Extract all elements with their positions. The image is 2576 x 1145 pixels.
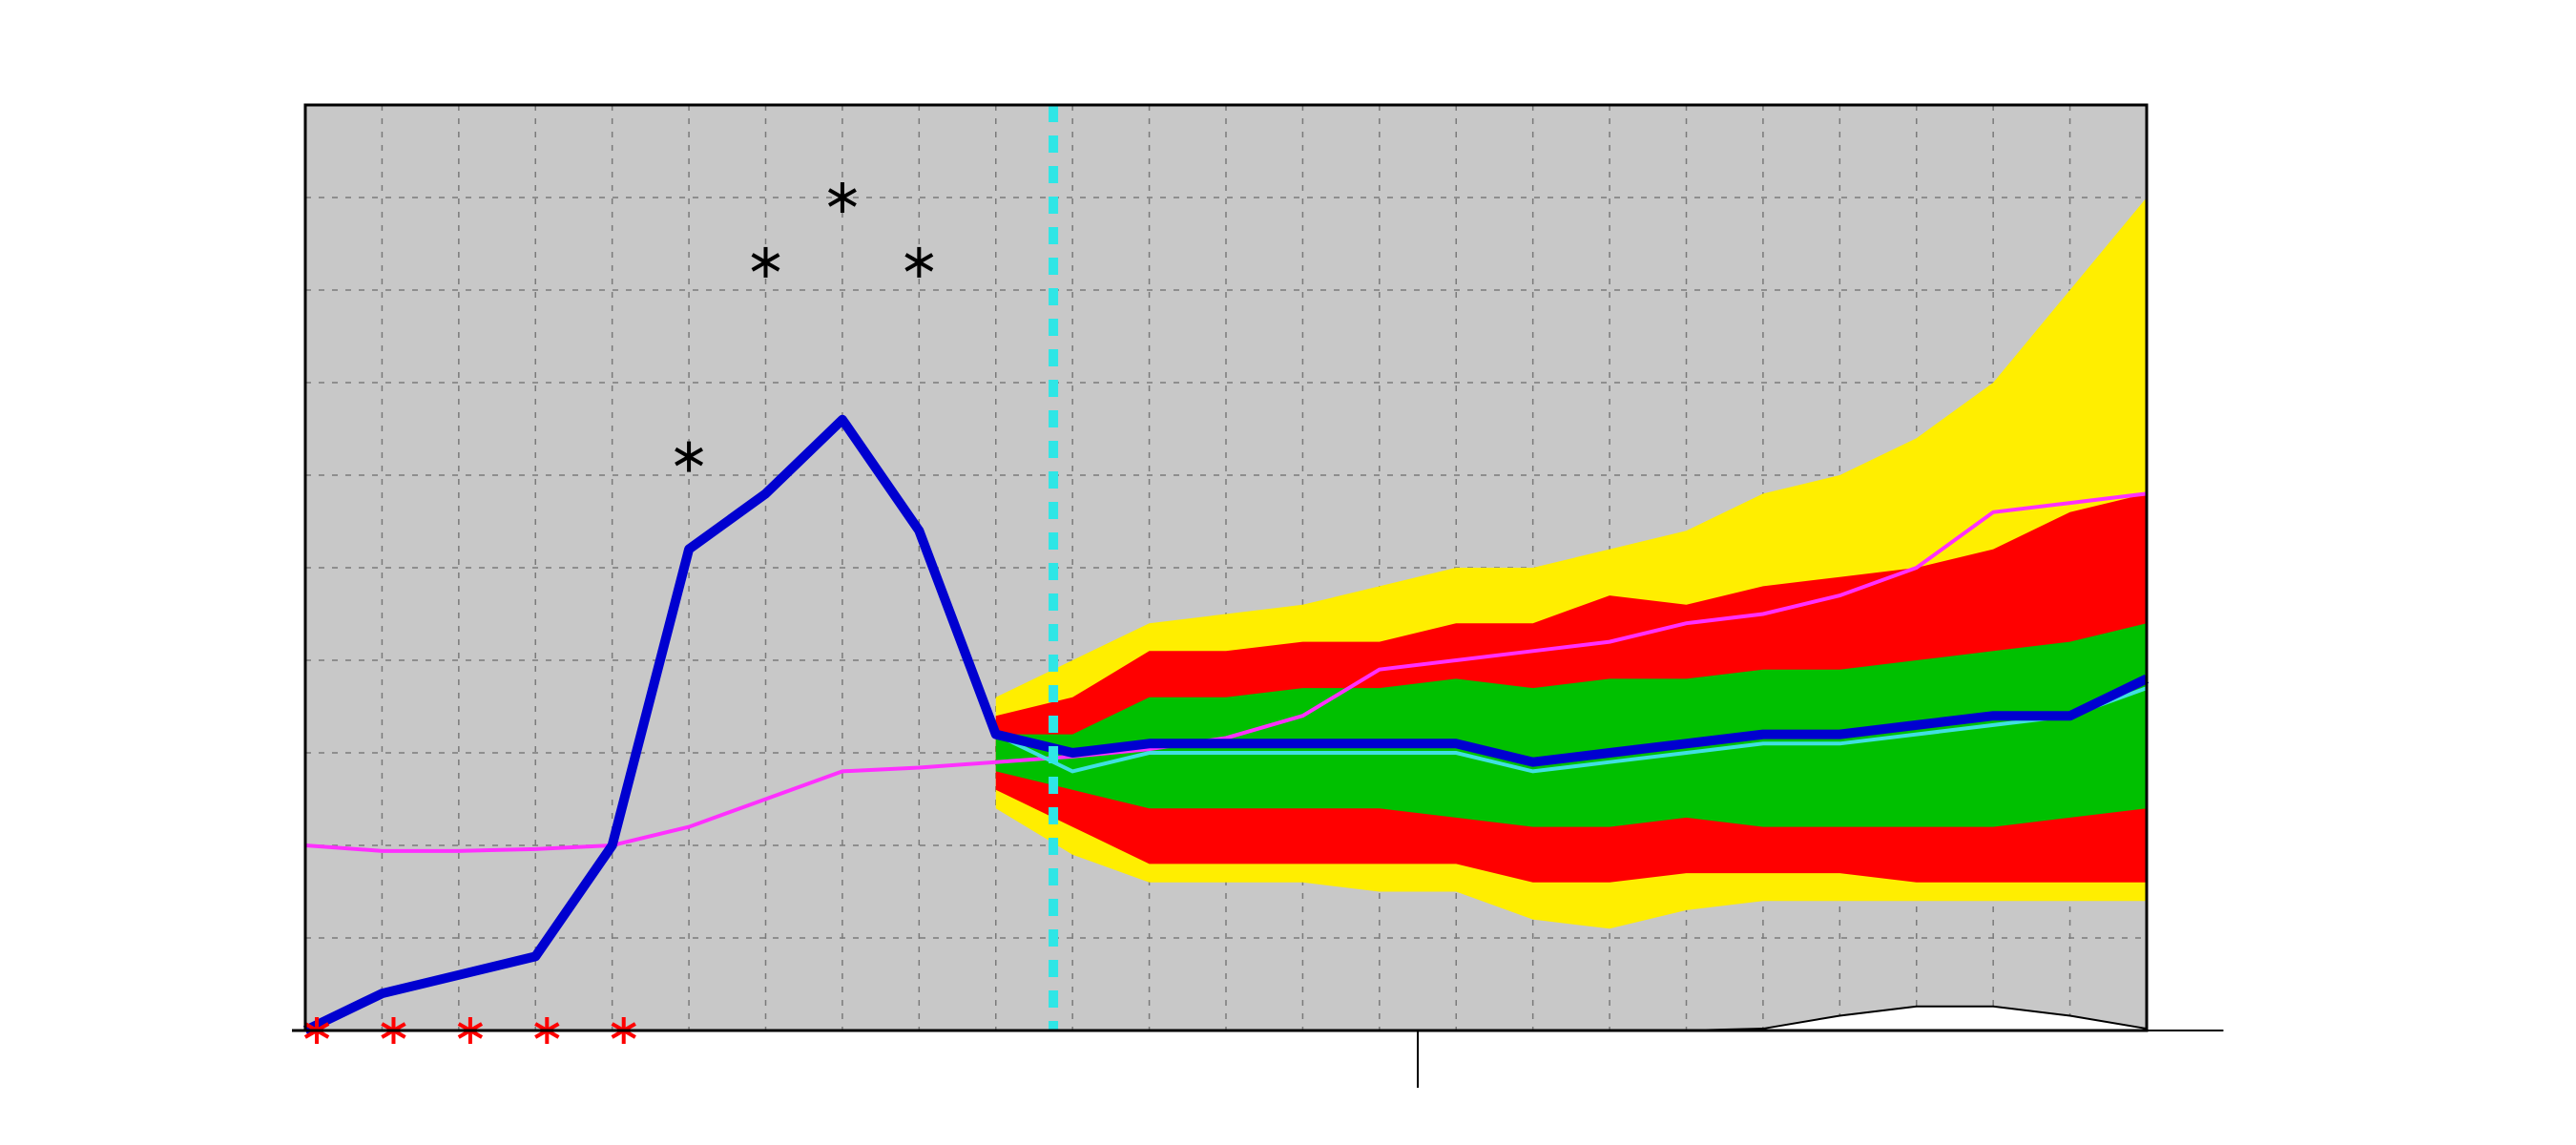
chart-container xyxy=(0,0,2576,1145)
chart-svg xyxy=(0,0,2576,1145)
